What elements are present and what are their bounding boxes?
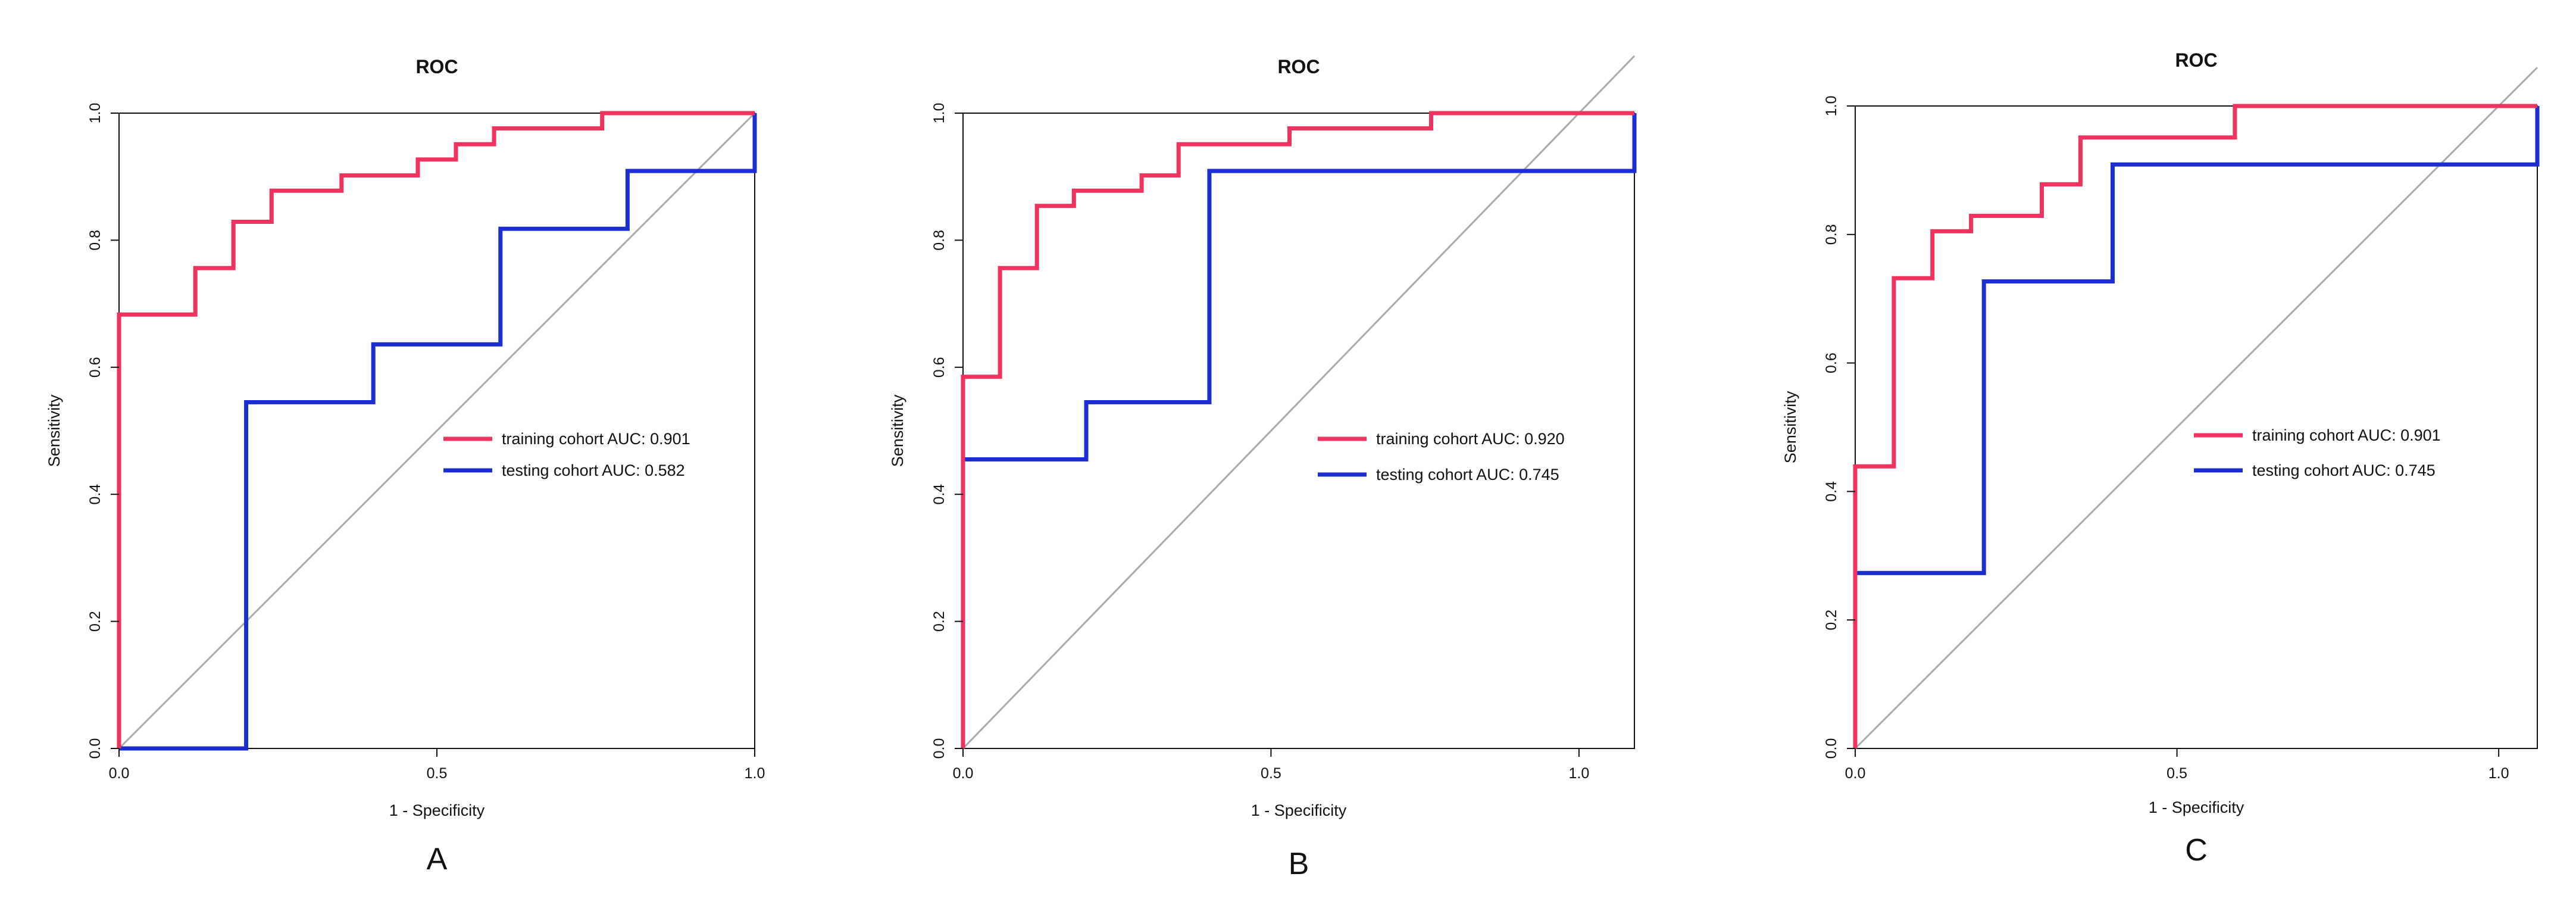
roc-panel-c: 0.0 0.5 1.0 0.0 0.2 0.4 0.6 0.8 1.0 ROC 1 - Specif… xyxy=(1781,49,2540,868)
testing-roc-curve xyxy=(1853,106,2540,748)
testing-roc-curve xyxy=(119,113,757,751)
x-tick-label: 0.0 xyxy=(1845,765,1866,782)
training-roc-curve xyxy=(1853,104,2537,748)
plot-frame xyxy=(1855,105,2538,749)
chart-title: ROC xyxy=(415,56,458,77)
roc-panel-a: 0.0 0.5 1.0 0.0 0.2 0.4 0.6 0.8 1.0 ROC 1 - Specif… xyxy=(45,56,765,876)
y-tick-label: 1.0 xyxy=(87,103,104,124)
x-tick-label: 1.0 xyxy=(1568,765,1589,782)
y-tick-label: 0.0 xyxy=(1823,738,1840,759)
diagonal-reference-line xyxy=(962,55,1636,750)
y-tick-label: 0.6 xyxy=(931,357,948,377)
diagonal-reference-line xyxy=(118,112,756,750)
x-tick-label: 1.0 xyxy=(745,765,765,782)
y-tick-label: 0.2 xyxy=(87,611,104,632)
legend-entry-testing: testing cohort AUC: 0.582 xyxy=(502,461,685,479)
roc-panel-b: 0.0 0.5 1.0 0.0 0.2 0.4 0.6 0.8 1.0 ROC 1 - Specif… xyxy=(889,55,1637,881)
y-axis-label: Sensitivity xyxy=(45,394,63,467)
x-axis-label: 1 - Specificity xyxy=(389,801,485,819)
y-tick-label: 0.2 xyxy=(1823,610,1840,631)
panel-label: B xyxy=(1289,847,1309,881)
x-tick-label: 0.5 xyxy=(1261,765,1281,782)
y-tick-label: 0.4 xyxy=(1823,481,1840,502)
diagonal-reference-line xyxy=(1854,67,2539,750)
testing-roc-curve xyxy=(961,113,1637,748)
training-roc-curve xyxy=(117,111,755,748)
y-tick-label: 1.0 xyxy=(1823,96,1840,117)
x-tick-label: 0.5 xyxy=(2167,765,2187,782)
chart-title: ROC xyxy=(1277,56,1320,77)
panel-label: A xyxy=(427,842,448,876)
legend-entry-testing: testing cohort AUC: 0.745 xyxy=(1376,466,1559,483)
y-tick-label: 0.2 xyxy=(931,611,948,632)
chart-title: ROC xyxy=(2175,49,2217,71)
x-tick-label: 0.0 xyxy=(953,765,974,782)
y-axis-label: Sensitivity xyxy=(889,394,906,467)
legend-entry-training: training cohort AUC: 0.920 xyxy=(1376,430,1565,448)
panel-label: C xyxy=(2185,833,2208,868)
y-tick-label: 0.8 xyxy=(87,230,104,251)
x-axis-label: 1 - Specificity xyxy=(1251,801,1347,819)
y-tick-label: 0.4 xyxy=(931,484,948,505)
y-tick-label: 0.0 xyxy=(931,738,948,759)
legend-entry-testing: testing cohort AUC: 0.745 xyxy=(2252,461,2436,479)
legend-entry-training: training cohort AUC: 0.901 xyxy=(2252,426,2441,444)
legend-entry-training: training cohort AUC: 0.901 xyxy=(502,430,690,448)
y-axis-label: Sensitivity xyxy=(1781,391,1799,463)
x-tick-label: 0.5 xyxy=(427,765,448,782)
y-tick-label: 0.8 xyxy=(931,230,948,251)
training-roc-curve xyxy=(961,111,1634,748)
y-tick-label: 0.4 xyxy=(87,484,104,505)
y-tick-label: 0.8 xyxy=(1823,224,1840,245)
y-tick-label: 0.6 xyxy=(87,357,104,377)
y-tick-label: 0.6 xyxy=(1823,352,1840,373)
x-axis-label: 1 - Specificity xyxy=(2149,798,2244,816)
y-tick-label: 1.0 xyxy=(931,103,948,124)
x-tick-label: 0.0 xyxy=(109,765,130,782)
y-tick-label: 0.0 xyxy=(87,738,104,759)
x-tick-label: 1.0 xyxy=(2489,765,2509,782)
